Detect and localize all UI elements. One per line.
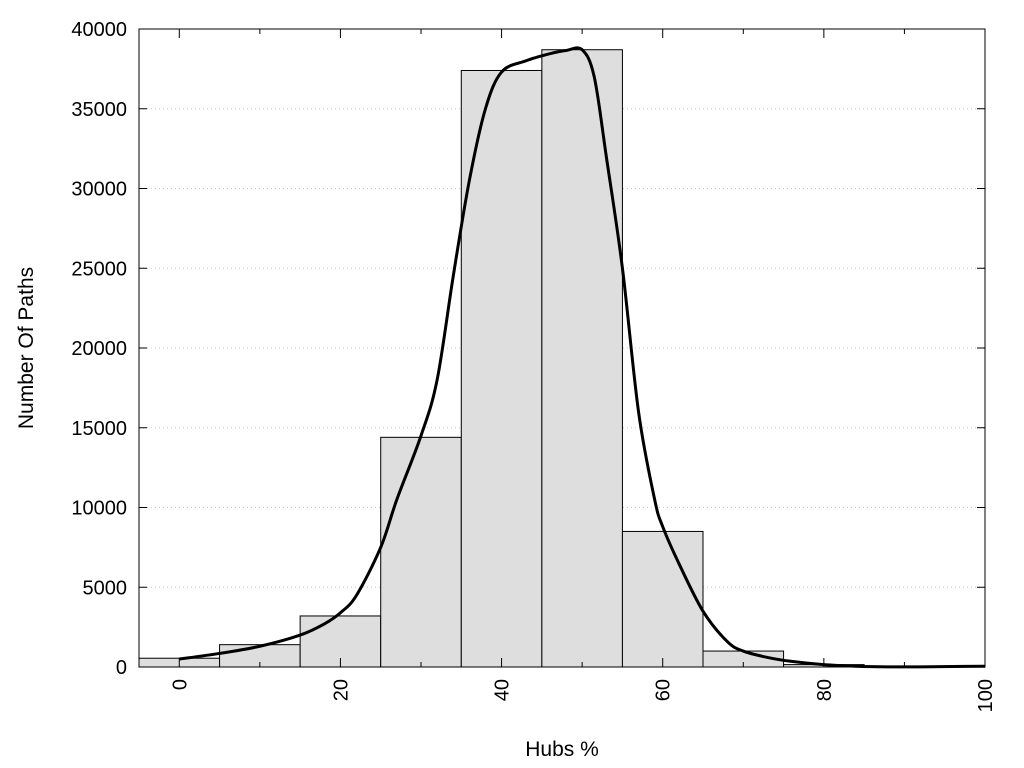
x-tick-label: 0 bbox=[169, 679, 191, 690]
x-tick-label: 60 bbox=[653, 679, 675, 701]
density-curve bbox=[179, 46, 986, 669]
y-tick-labels: 0 5000 10000 15000 20000 25000 30000 35000 40000 bbox=[71, 19, 127, 679]
x-tick-labels: 0 20 40 60 80 100 bbox=[169, 679, 997, 712]
y-tick-label: 25000 bbox=[71, 258, 127, 280]
histogram-bar bbox=[621, 530, 704, 668]
histogram-bar bbox=[541, 49, 623, 668]
gridlines bbox=[139, 108, 985, 588]
y-axis-title: Number Of Paths bbox=[15, 267, 38, 429]
histogram-bars bbox=[138, 49, 986, 668]
y-tick-label: 30000 bbox=[71, 179, 127, 201]
y-tick-label: 10000 bbox=[71, 498, 127, 520]
y-tick-label: 15000 bbox=[71, 418, 127, 440]
histogram-bar bbox=[380, 436, 462, 668]
y-tick-label: 0 bbox=[116, 657, 127, 679]
x-tick-label: 20 bbox=[330, 679, 352, 701]
y-tick-label: 35000 bbox=[71, 99, 127, 121]
y-tick-label: 40000 bbox=[71, 19, 127, 41]
x-tick-label: 80 bbox=[814, 679, 836, 701]
x-tick-label: 100 bbox=[975, 679, 997, 712]
y-tick-label: 20000 bbox=[71, 338, 127, 360]
density-curve-line bbox=[179, 46, 986, 669]
x-tick-label: 40 bbox=[492, 679, 514, 701]
y-tick-label: 5000 bbox=[83, 577, 128, 599]
x-axis-title: Hubs % bbox=[525, 738, 599, 761]
axis-ticks bbox=[139, 28, 986, 668]
